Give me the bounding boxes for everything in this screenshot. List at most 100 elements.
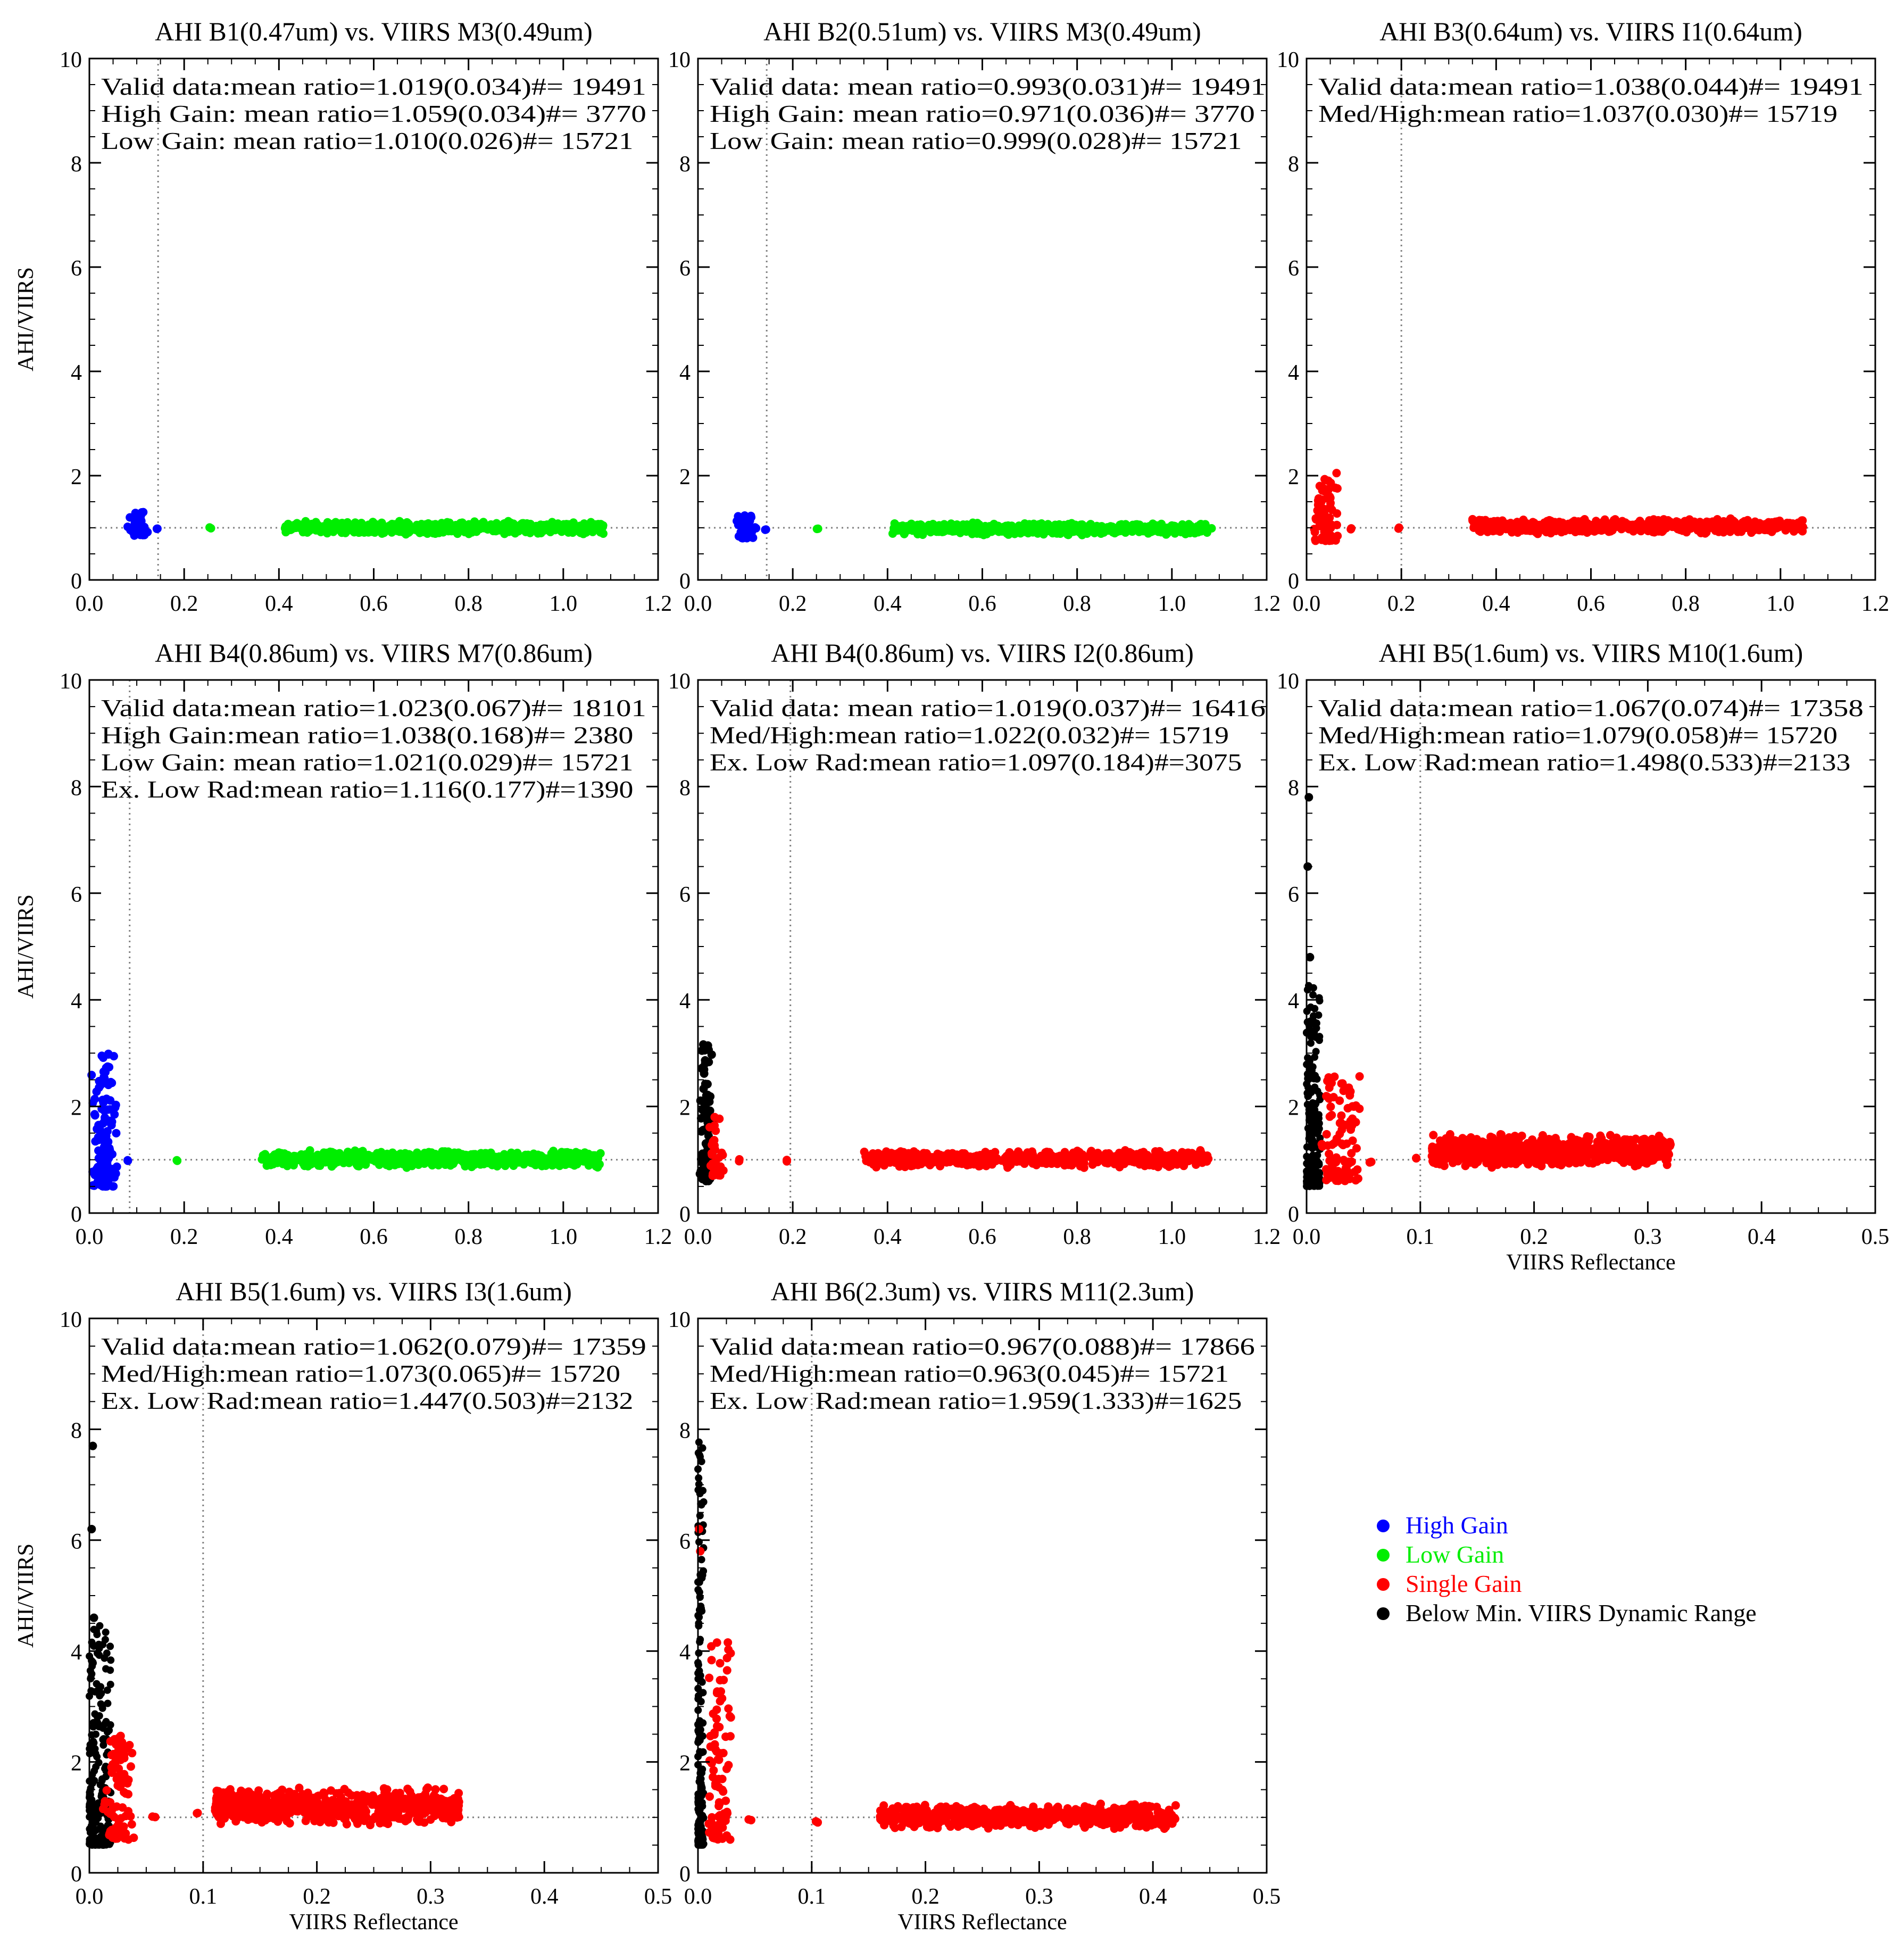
stats-annotation: Low Gain: mean ratio=1.010(0.026)#= 1572…: [101, 127, 633, 154]
x-tick-label: 0.6: [1577, 592, 1605, 616]
scatter-point: [1051, 522, 1060, 531]
scatter-point: [378, 522, 387, 532]
x-tick-label: 1.0: [550, 592, 578, 616]
scatter-point: [1726, 517, 1735, 526]
scatter-point: [434, 1161, 443, 1170]
scatter-point: [328, 1151, 337, 1160]
scatter-point: [94, 1135, 103, 1144]
scatter-point: [1326, 503, 1335, 512]
stats-annotation: Valid data: mean ratio=0.993(0.031)#= 19…: [710, 73, 1266, 100]
y-tick-label: 0: [679, 569, 691, 594]
scatter-point: [1094, 524, 1103, 533]
scatter-point: [1171, 1153, 1180, 1163]
scatter-point: [813, 524, 822, 533]
scatter-point: [123, 1156, 132, 1165]
scatter-point: [1332, 469, 1341, 478]
y-tick-label: 6: [679, 883, 691, 907]
panel-title: AHI B2(0.51um) vs. VIIRS M3(0.49um): [763, 16, 1201, 46]
scatter-point: [874, 1149, 883, 1158]
y-tick-label: 2: [71, 1096, 82, 1120]
scatter-point: [307, 519, 316, 528]
scatter-point: [1491, 526, 1500, 535]
scatter-point: [710, 1121, 719, 1130]
scatter-point: [700, 1069, 709, 1078]
scatter-point: [1311, 1005, 1319, 1012]
scatter-point: [952, 524, 961, 533]
scatter-point: [1365, 1158, 1374, 1167]
scatter-point: [1341, 1167, 1350, 1176]
scatter-point: [1749, 526, 1758, 535]
x-tick-label: 1.0: [1158, 592, 1186, 616]
scatter-point: [1304, 1092, 1312, 1100]
scatter-point: [130, 531, 139, 540]
y-tick-label: 0: [1288, 569, 1299, 594]
scatter-point: [152, 524, 161, 533]
scatter-point: [1304, 1124, 1312, 1132]
scatter-point: [1145, 1160, 1154, 1169]
scatter-point: [1714, 527, 1723, 536]
scatter-point: [1315, 1036, 1323, 1044]
x-tick-label: 0.4: [874, 1225, 902, 1249]
scatter-point: [1757, 525, 1766, 534]
scatter-point: [335, 1150, 344, 1159]
scatter-point: [896, 1147, 905, 1156]
scatter-point: [921, 1150, 930, 1159]
scatter-point: [1138, 1156, 1147, 1165]
stats-annotation: Valid data:mean ratio=1.038(0.044)#= 194…: [1318, 73, 1864, 100]
scatter-point: [717, 1148, 726, 1157]
y-axis-label: AHI/VIIRS: [14, 894, 38, 999]
scatter-point: [899, 525, 908, 534]
scatter-point: [1693, 522, 1702, 532]
scatter-point: [913, 528, 922, 537]
scatter-point: [1309, 984, 1317, 992]
x-tick-label: 0.4: [874, 592, 902, 616]
scatter-point: [699, 1168, 708, 1177]
scatter-point: [994, 526, 1003, 535]
scatter-point: [501, 525, 510, 534]
scatter-point: [1702, 517, 1711, 526]
scatter-point: [706, 1161, 716, 1171]
scatter-point: [1036, 1156, 1045, 1165]
scatter-point: [425, 1148, 434, 1157]
scatter-point: [99, 1098, 108, 1107]
scatter-point: [1323, 1076, 1332, 1085]
scatter-point: [1352, 1144, 1361, 1153]
scatter-point: [465, 1151, 475, 1160]
scatter-point: [534, 1150, 543, 1159]
panels-group: AHI B1(0.47um) vs. VIIRS M3(0.49um)0.0 0.…: [14, 16, 1889, 1935]
scatter-point: [1303, 1018, 1311, 1026]
scatter-point: [275, 1148, 284, 1157]
scatter-point: [205, 523, 214, 532]
scatter-point: [1321, 536, 1330, 545]
scatter-point: [449, 526, 458, 535]
scatter-point: [95, 1125, 104, 1134]
scatter-point: [329, 527, 338, 536]
scatter-point: [132, 521, 142, 530]
x-tick-label: 1.2: [1253, 1225, 1281, 1249]
scatter-point: [537, 1159, 546, 1168]
scatter-point: [710, 1113, 719, 1122]
scatter-point: [1037, 520, 1046, 529]
scatter-point: [899, 1158, 908, 1167]
y-tick-label: 8: [1288, 152, 1299, 177]
scatter-point: [933, 1149, 942, 1158]
y-tick-label: 2: [71, 465, 82, 489]
scatter-point: [101, 1167, 110, 1176]
scatter-point: [698, 1149, 707, 1158]
scatter-point: [1324, 1093, 1333, 1102]
scatter-point: [709, 1142, 718, 1151]
scatter-point: [1020, 527, 1029, 536]
y-tick-label: 2: [679, 465, 691, 489]
scatter-point: [1115, 1148, 1124, 1157]
scatter-point: [1335, 1118, 1344, 1127]
scatter-point: [107, 1078, 117, 1088]
scatter-point: [276, 1157, 285, 1166]
scatter-point: [1307, 1137, 1315, 1145]
scatter-point: [1618, 520, 1627, 529]
scatter-point: [1605, 524, 1614, 533]
x-tick-label: 0.6: [968, 1225, 996, 1249]
scatter-point: [446, 1161, 455, 1170]
scatter-point: [701, 1059, 710, 1068]
stats-annotation: Med/High:mean ratio=1.022(0.032)#= 15719: [710, 721, 1229, 749]
